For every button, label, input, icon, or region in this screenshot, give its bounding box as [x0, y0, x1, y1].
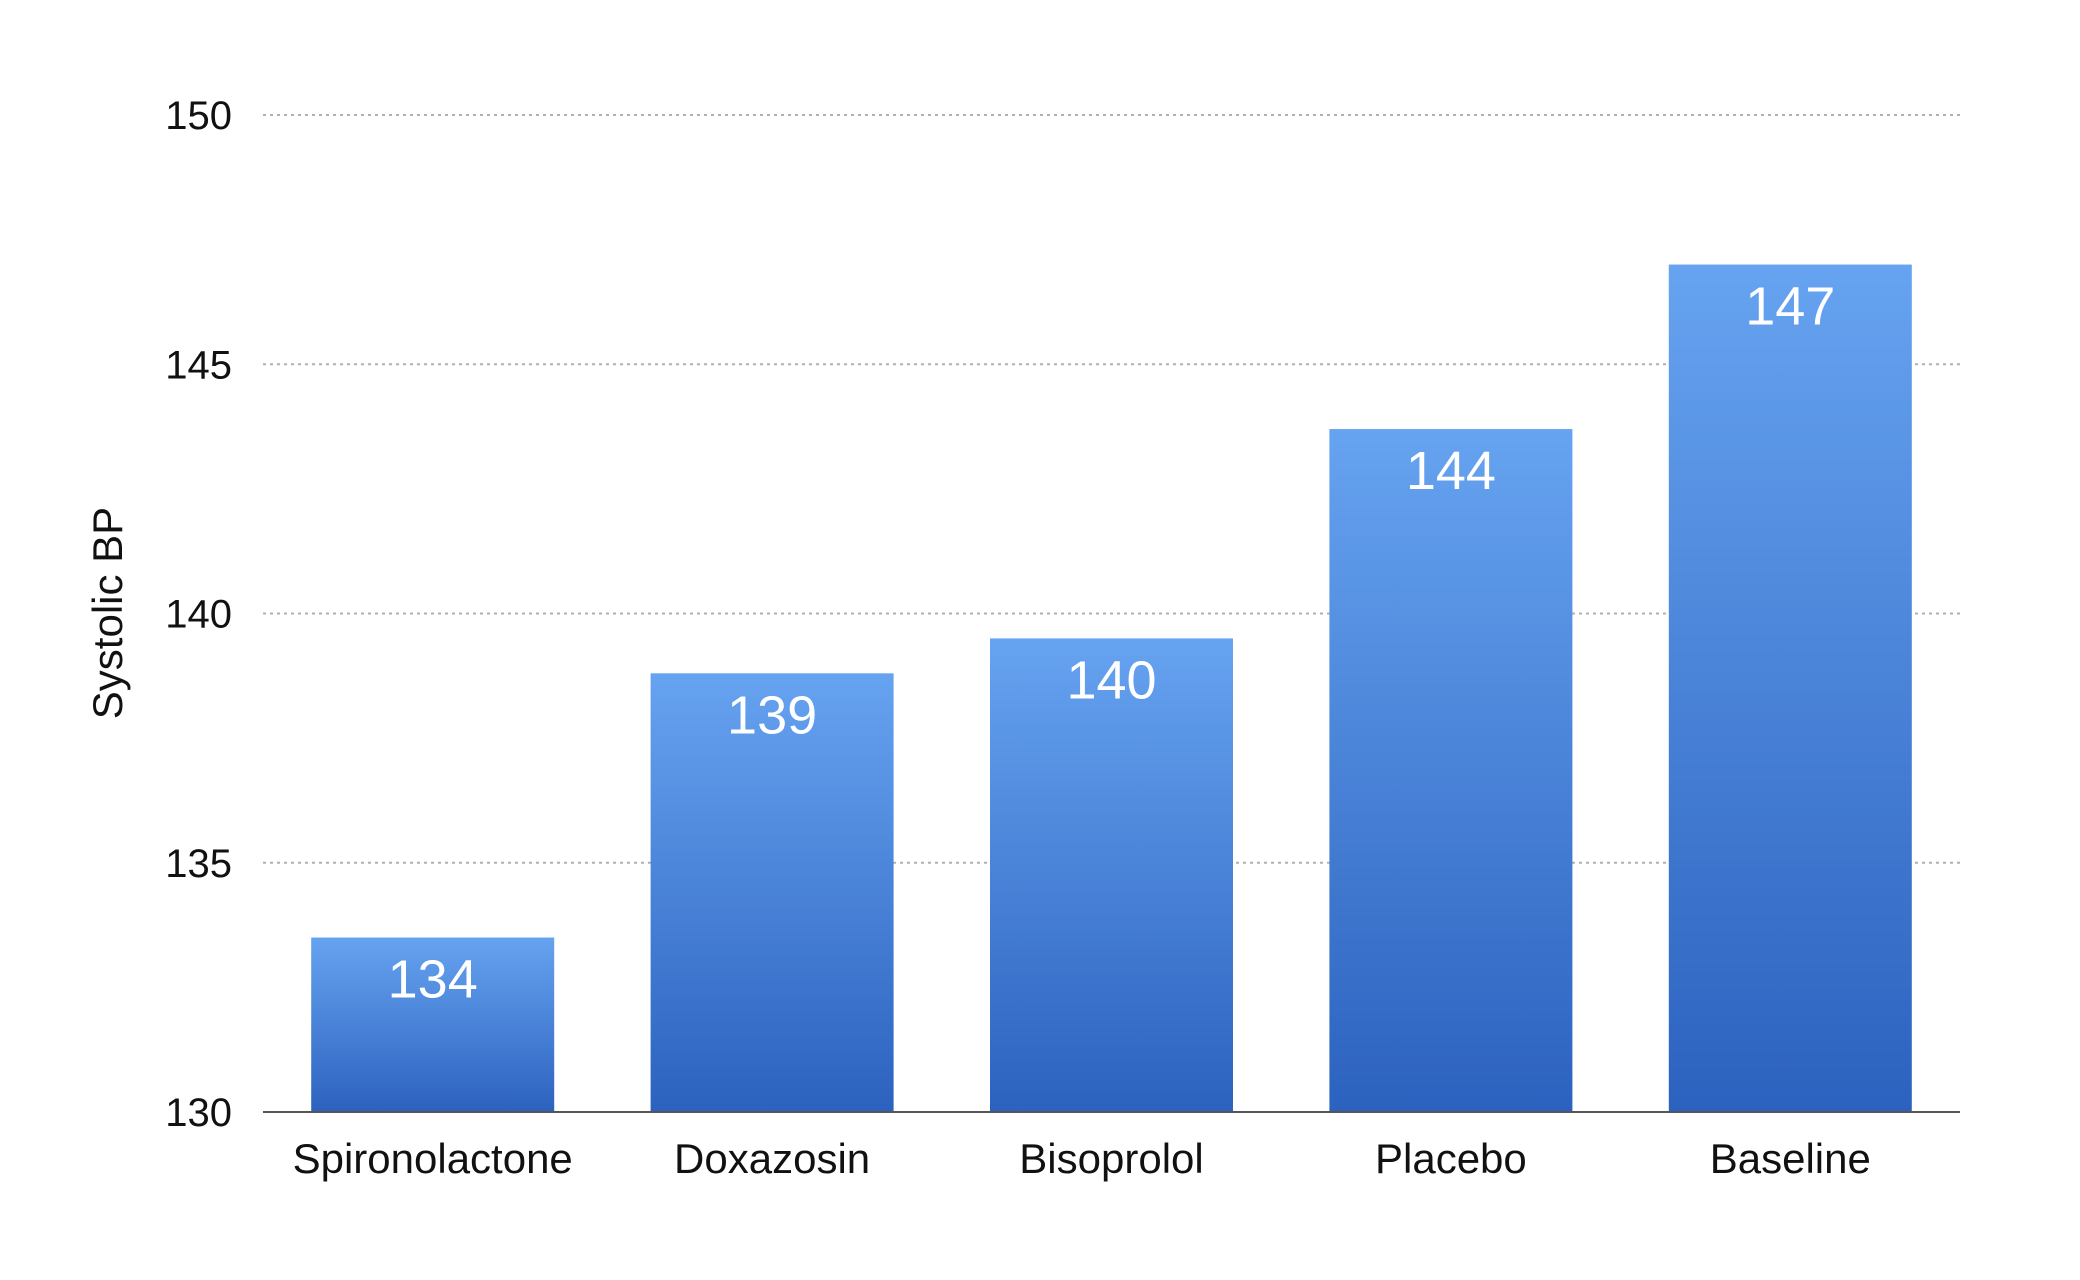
y-tick-label-130: 130 [165, 1091, 232, 1135]
x-tick-label-doxazosin: Doxazosin [674, 1135, 870, 1182]
x-tick-label-baseline: Baseline [1710, 1135, 1871, 1182]
labels: 130 135 140 145 150 134 Spironolactone 139 Doxaz… [84, 94, 1871, 1182]
bar-baseline [1668, 264, 1912, 1112]
bar-doxazosin [650, 673, 894, 1112]
x-tick-label-placebo: Placebo [1375, 1135, 1527, 1182]
y-tick-label-135: 135 [165, 842, 232, 886]
y-tick-label-140: 140 [165, 593, 232, 637]
y-tick-label-145: 145 [165, 343, 232, 387]
bar-spironolactone [311, 937, 555, 1112]
bar-bisoprolol [990, 638, 1233, 1112]
value-label-bisoprolol: 140 [1066, 650, 1156, 710]
value-label-spironolactone: 134 [388, 950, 478, 1010]
x-tick-label-bisoprolol: Bisoprolol [1019, 1135, 1203, 1182]
bars [311, 264, 1912, 1112]
value-label-placebo: 144 [1406, 441, 1496, 501]
value-label-baseline: 147 [1745, 277, 1835, 337]
x-tick-label-spironolactone: Spironolactone [293, 1135, 573, 1182]
value-label-doxazosin: 139 [727, 685, 817, 745]
bar-placebo [1329, 429, 1573, 1112]
y-axis-title: Systolic BP [84, 507, 131, 719]
y-tick-label-150: 150 [165, 94, 232, 138]
